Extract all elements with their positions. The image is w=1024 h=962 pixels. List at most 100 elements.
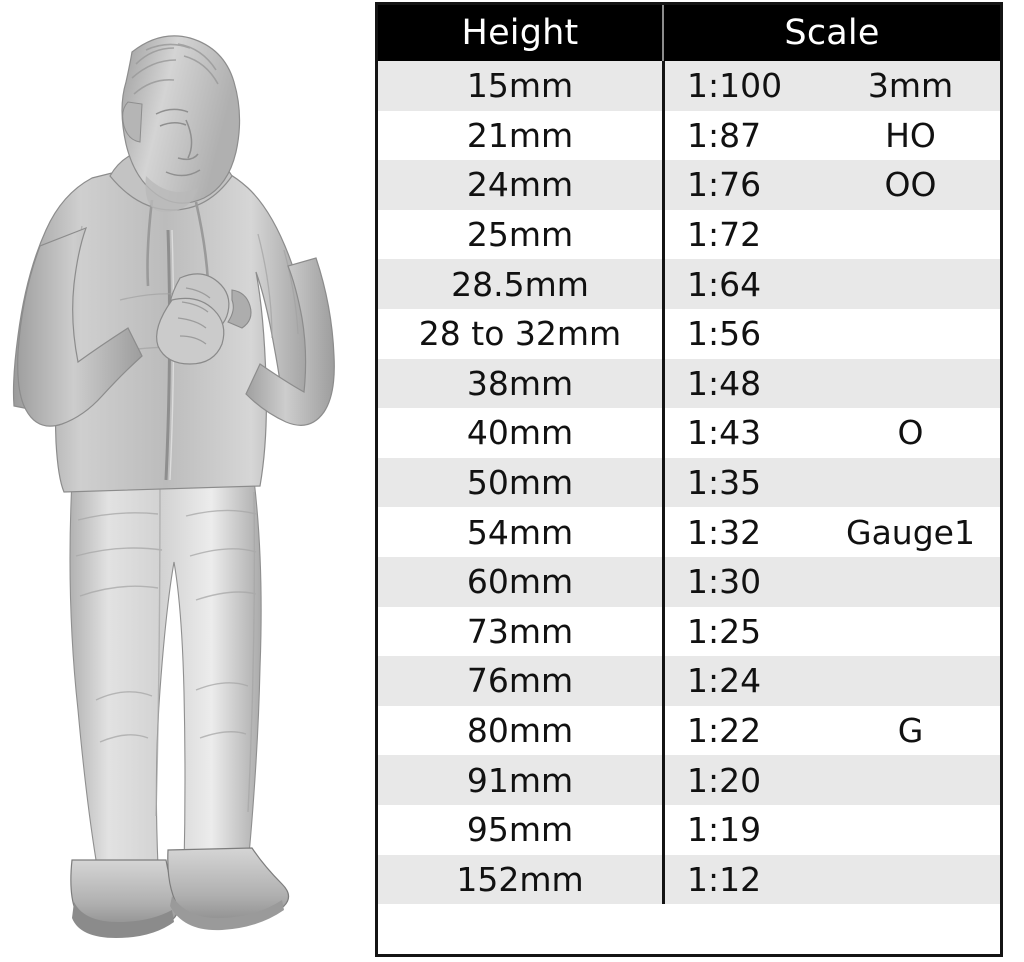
table-row: 24mm 1:76 OO <box>378 160 1000 210</box>
header-column-divider <box>662 5 664 61</box>
scale-gauge-name: Gauge1 <box>846 512 975 552</box>
table-row: 73mm 1:25 <box>378 606 1000 657</box>
cell-scale: 1:24 <box>665 661 1000 700</box>
table-row: 15mm 1:100 3mm <box>378 61 1000 111</box>
figurine-render-pane <box>0 0 375 962</box>
column-divider <box>662 209 665 260</box>
table-row: 54mm 1:32 Gauge1 <box>378 507 1000 557</box>
table-row: 50mm 1:35 <box>378 457 1000 508</box>
cell-height: 91mm <box>466 760 574 800</box>
table-row: 80mm 1:22 G <box>378 705 1000 756</box>
cell-height: 28 to 32mm <box>418 314 622 354</box>
scale-ratio: 1:22 <box>687 711 762 751</box>
column-divider <box>662 507 665 557</box>
cell-scale: 1:100 3mm <box>665 66 1000 105</box>
cell-scale: 1:72 <box>665 215 1000 254</box>
cell-height: 95mm <box>466 810 574 850</box>
column-divider <box>662 804 665 855</box>
column-divider <box>662 110 665 161</box>
scale-ratio: 1:30 <box>687 562 762 602</box>
cell-height: 24mm <box>466 165 574 205</box>
scale-gauge-name: OO <box>884 165 937 205</box>
column-header-scale: Scale <box>784 13 880 53</box>
cell-scale: 1:56 <box>665 314 1000 353</box>
column-divider <box>662 408 665 458</box>
column-divider <box>662 457 665 508</box>
cell-height: 152mm <box>456 859 584 899</box>
scale-ratio: 1:43 <box>687 413 762 453</box>
scale-ratio: 1:24 <box>687 661 762 701</box>
cell-scale: 1:20 <box>665 761 1000 800</box>
cell-scale: 1:22 G <box>665 711 1000 750</box>
scale-ratio: 1:87 <box>687 115 762 155</box>
cell-scale: 1:30 <box>665 562 1000 601</box>
cell-scale: 1:19 <box>665 810 1000 849</box>
column-divider <box>662 358 665 409</box>
scale-ratio: 1:25 <box>687 611 762 651</box>
table-row: 38mm 1:48 <box>378 358 1000 409</box>
cell-scale: 1:48 <box>665 364 1000 403</box>
figurine-arms <box>17 226 335 427</box>
scale-ratio: 1:19 <box>687 810 762 850</box>
scale-ratio: 1:56 <box>687 314 762 354</box>
cell-height: 28.5mm <box>451 264 589 304</box>
column-divider <box>662 308 665 359</box>
column-header-height: Height <box>461 13 579 53</box>
table-row: 40mm 1:43 O <box>378 408 1000 458</box>
table-row: 60mm 1:30 <box>378 556 1000 607</box>
cell-height: 76mm <box>466 661 574 701</box>
cell-height: 50mm <box>466 463 574 503</box>
figurine-shoes <box>70 847 290 938</box>
scale-ratio: 1:100 <box>687 66 783 106</box>
scale-gauge-name: HO <box>885 115 936 155</box>
table-header-row: Height Scale <box>378 5 1000 61</box>
column-divider <box>662 61 665 111</box>
column-divider <box>662 854 665 905</box>
scale-ratio: 1:72 <box>687 215 762 255</box>
cell-height: 80mm <box>466 711 574 751</box>
table-body: 15mm 1:100 3mm 21mm 1:87 HO 24mm 1:76 OO 25mm 1:72… <box>378 61 1000 954</box>
column-divider <box>662 160 665 210</box>
scale-ratio: 1:20 <box>687 760 762 800</box>
cell-scale: 1:25 <box>665 612 1000 651</box>
cell-height: 38mm <box>466 363 574 403</box>
cell-height: 21mm <box>466 115 574 155</box>
scale-ratio: 1:35 <box>687 463 762 503</box>
table-row: 28.5mm 1:64 <box>378 259 1000 309</box>
cell-height: 60mm <box>466 562 574 602</box>
scale-ratio: 1:12 <box>687 859 762 899</box>
scale-gauge-name: 3mm <box>867 66 954 106</box>
cell-height: 73mm <box>466 611 574 651</box>
cell-height: 40mm <box>466 413 574 453</box>
table-row: 28 to 32mm 1:56 <box>378 308 1000 359</box>
table-row: 152mm 1:12 <box>378 854 1000 905</box>
scale-reference-table: Height Scale 15mm 1:100 3mm 21mm 1:87 HO 24mm 1… <box>375 2 1003 957</box>
scale-ratio: 1:32 <box>687 512 762 552</box>
table-row: 91mm 1:20 <box>378 755 1000 805</box>
cell-scale: 1:43 O <box>665 413 1000 452</box>
cell-height: 54mm <box>466 512 574 552</box>
scale-gauge-name: G <box>897 711 924 751</box>
table-row: 76mm 1:24 <box>378 656 1000 706</box>
cell-scale: 1:32 Gauge1 <box>665 513 1000 552</box>
table-row: 95mm 1:19 <box>378 804 1000 855</box>
column-divider <box>662 656 665 706</box>
figurine-3d-model-image <box>12 35 335 938</box>
scale-gauge-name: O <box>897 413 924 453</box>
figurine-head <box>121 35 241 213</box>
column-divider <box>662 705 665 756</box>
cell-scale: 1:64 <box>665 265 1000 304</box>
figurine-legs <box>69 479 262 869</box>
cell-scale: 1:35 <box>665 463 1000 502</box>
cell-scale: 1:12 <box>665 860 1000 899</box>
scale-ratio: 1:76 <box>687 165 762 205</box>
cell-height: 25mm <box>466 215 574 255</box>
table-row: 25mm 1:72 <box>378 209 1000 260</box>
table-row: 21mm 1:87 HO <box>378 110 1000 161</box>
cell-scale: 1:87 HO <box>665 116 1000 155</box>
column-divider <box>662 556 665 607</box>
cell-scale: 1:76 OO <box>665 165 1000 204</box>
scale-ratio: 1:48 <box>687 363 762 403</box>
column-divider <box>662 259 665 309</box>
scale-ratio: 1:64 <box>687 264 762 304</box>
